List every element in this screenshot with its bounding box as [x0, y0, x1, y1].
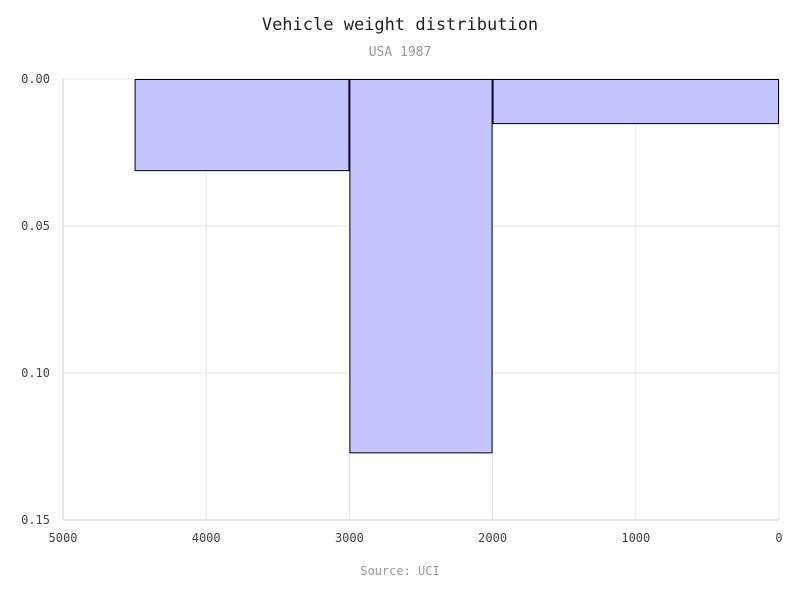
x-tick-label: 5000: [49, 531, 78, 545]
chart-title: Vehicle weight distribution: [261, 15, 539, 35]
y-tick-label: 0.10: [21, 366, 50, 380]
y-tick-label: 0.15: [21, 513, 50, 527]
y-tick-label: 0.00: [21, 72, 50, 86]
histogram-bar: [134, 79, 350, 172]
x-tick-label: 3000: [335, 531, 364, 545]
histogram-bars: [134, 79, 779, 454]
chart-subtitle: USA 1987: [368, 45, 432, 60]
x-tick-label: 2000: [478, 531, 507, 545]
x-tick-label: 1000: [621, 531, 650, 545]
x-tick-label: 0: [775, 531, 782, 545]
chart-source: Source: UCI: [360, 564, 440, 578]
axes: [62, 79, 779, 521]
tick-labels: 5000 4000 3000 2000 1000 0 0.00 0.05 0.10 0.15: [21, 72, 783, 545]
y-tick-label: 0.05: [21, 219, 50, 233]
histogram-bar: [349, 79, 493, 454]
histogram-bar: [492, 79, 779, 125]
x-tick-label: 4000: [192, 531, 221, 545]
